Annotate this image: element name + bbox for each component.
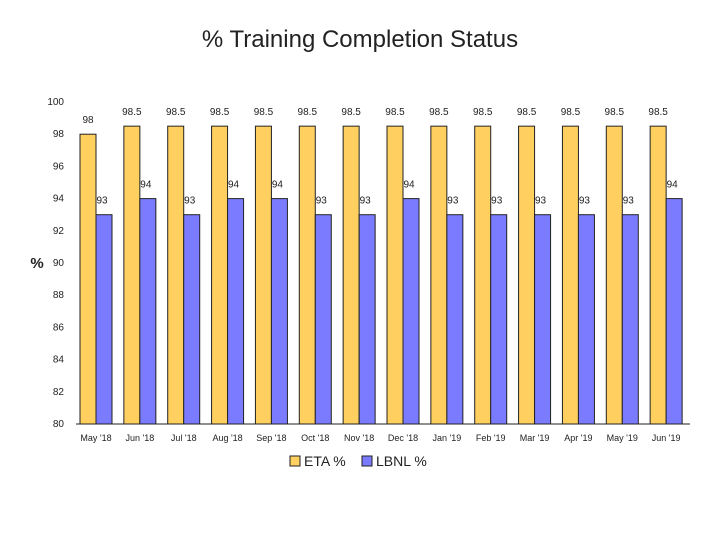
legend-label: LBNL % bbox=[376, 453, 427, 469]
bar-lbnl bbox=[270, 198, 288, 425]
data-label: 98 bbox=[82, 115, 94, 126]
x-tick-label: May '18 bbox=[80, 433, 111, 443]
chart-title: % Training Completion Status bbox=[201, 26, 519, 53]
data-label: 93 bbox=[316, 196, 328, 207]
bar-lbnl bbox=[402, 198, 420, 425]
data-label: 94 bbox=[140, 180, 152, 191]
bar-lbnl bbox=[183, 214, 201, 425]
bar-lbnl bbox=[577, 214, 595, 425]
data-label: 98.5 bbox=[429, 107, 449, 118]
data-label: 93 bbox=[184, 196, 196, 207]
bar-eta bbox=[474, 125, 492, 425]
data-label: 98.5 bbox=[254, 107, 274, 118]
bar-eta bbox=[79, 133, 97, 425]
data-label: 98.5 bbox=[648, 107, 668, 118]
data-label: 94 bbox=[228, 180, 240, 191]
y-tick-label: 82 bbox=[53, 387, 65, 398]
x-tick-label: Jan '19 bbox=[432, 433, 461, 443]
legend: ETA % LBNL % bbox=[289, 453, 427, 469]
data-label: 98.5 bbox=[341, 107, 361, 118]
data-label: 98.5 bbox=[517, 107, 537, 118]
data-label: 93 bbox=[447, 196, 459, 207]
bar-eta bbox=[561, 125, 579, 425]
bar-eta bbox=[211, 125, 229, 425]
x-tick-label: Apr '19 bbox=[564, 433, 592, 443]
x-tick-label: Jun '19 bbox=[652, 433, 681, 443]
x-tick-label: Dec '18 bbox=[388, 433, 418, 443]
data-label: 93 bbox=[96, 196, 108, 207]
bar-lbnl bbox=[446, 214, 464, 425]
legend-swatch bbox=[289, 455, 301, 467]
bar-eta bbox=[649, 125, 667, 425]
x-axis: May '18 Jun '18 Jul '18 Aug '18 Sep '18 Oct '… bbox=[76, 423, 690, 443]
data-label: 94 bbox=[272, 180, 284, 191]
x-tick-label: Jul '18 bbox=[171, 433, 197, 443]
bar-lbnl bbox=[95, 214, 113, 425]
bar-lbnl bbox=[314, 214, 332, 425]
x-tick-label: Feb '19 bbox=[476, 433, 506, 443]
y-tick-label: 84 bbox=[53, 355, 65, 366]
x-tick-label: Mar '19 bbox=[520, 433, 550, 443]
bar-eta bbox=[167, 125, 185, 425]
bar-eta bbox=[298, 125, 316, 425]
data-label: 94 bbox=[403, 180, 415, 191]
y-axis-label: % bbox=[30, 255, 43, 272]
x-tick-label: Oct '18 bbox=[301, 433, 329, 443]
bar-eta bbox=[430, 125, 448, 425]
bar-eta bbox=[518, 125, 536, 425]
y-tick-label: 86 bbox=[53, 322, 65, 333]
legend-label: ETA % bbox=[304, 453, 346, 469]
x-tick-label: Jun '18 bbox=[125, 433, 154, 443]
bar-lbnl bbox=[227, 198, 245, 425]
bar-lbnl bbox=[621, 214, 639, 425]
y-tick-label: 80 bbox=[53, 419, 65, 430]
bar-eta bbox=[605, 125, 623, 425]
x-tick-label: Aug '18 bbox=[212, 433, 242, 443]
bar-lbnl bbox=[490, 214, 508, 425]
y-tick-label: 92 bbox=[53, 226, 65, 237]
bar-eta bbox=[254, 125, 272, 425]
data-label: 98.5 bbox=[473, 107, 493, 118]
data-label: 93 bbox=[579, 196, 591, 207]
x-tick-label: May '19 bbox=[607, 433, 638, 443]
bar-lbnl bbox=[358, 214, 376, 425]
bar-eta bbox=[123, 125, 141, 425]
data-label: 93 bbox=[360, 196, 372, 207]
data-label: 93 bbox=[623, 196, 635, 207]
y-axis: 80 82 84 86 88 90 92 94 96 98 100% bbox=[30, 97, 64, 430]
x-tick-label: Sep '18 bbox=[256, 433, 286, 443]
y-tick-label: 88 bbox=[53, 290, 65, 301]
bar-lbnl bbox=[665, 198, 683, 425]
x-tick-label: Nov '18 bbox=[344, 433, 374, 443]
y-tick-label: 90 bbox=[53, 258, 65, 269]
y-tick-label: 98 bbox=[53, 129, 65, 140]
y-tick-label: 100 bbox=[47, 97, 64, 108]
data-label: 98.5 bbox=[605, 107, 625, 118]
y-tick-label: 94 bbox=[53, 194, 65, 205]
data-label: 98.5 bbox=[210, 107, 230, 118]
bar-eta bbox=[342, 125, 360, 425]
legend-swatch bbox=[361, 455, 373, 467]
data-label: 98.5 bbox=[385, 107, 405, 118]
bar-eta bbox=[386, 125, 404, 425]
y-tick-label: 96 bbox=[53, 161, 65, 172]
data-label: 98.5 bbox=[298, 107, 318, 118]
data-label: 94 bbox=[667, 180, 679, 191]
data-label: 93 bbox=[535, 196, 547, 207]
data-label: 93 bbox=[491, 196, 503, 207]
data-label: 98.5 bbox=[122, 107, 142, 118]
data-label: 98.5 bbox=[561, 107, 581, 118]
data-label: 98.5 bbox=[166, 107, 186, 118]
bar-lbnl bbox=[534, 214, 552, 425]
bar-lbnl bbox=[139, 198, 157, 425]
bars-group: 98 93 98.5 94 98.5 93 98.5 94 98.5 94 98.5 93 98.5 93… bbox=[79, 107, 683, 425]
